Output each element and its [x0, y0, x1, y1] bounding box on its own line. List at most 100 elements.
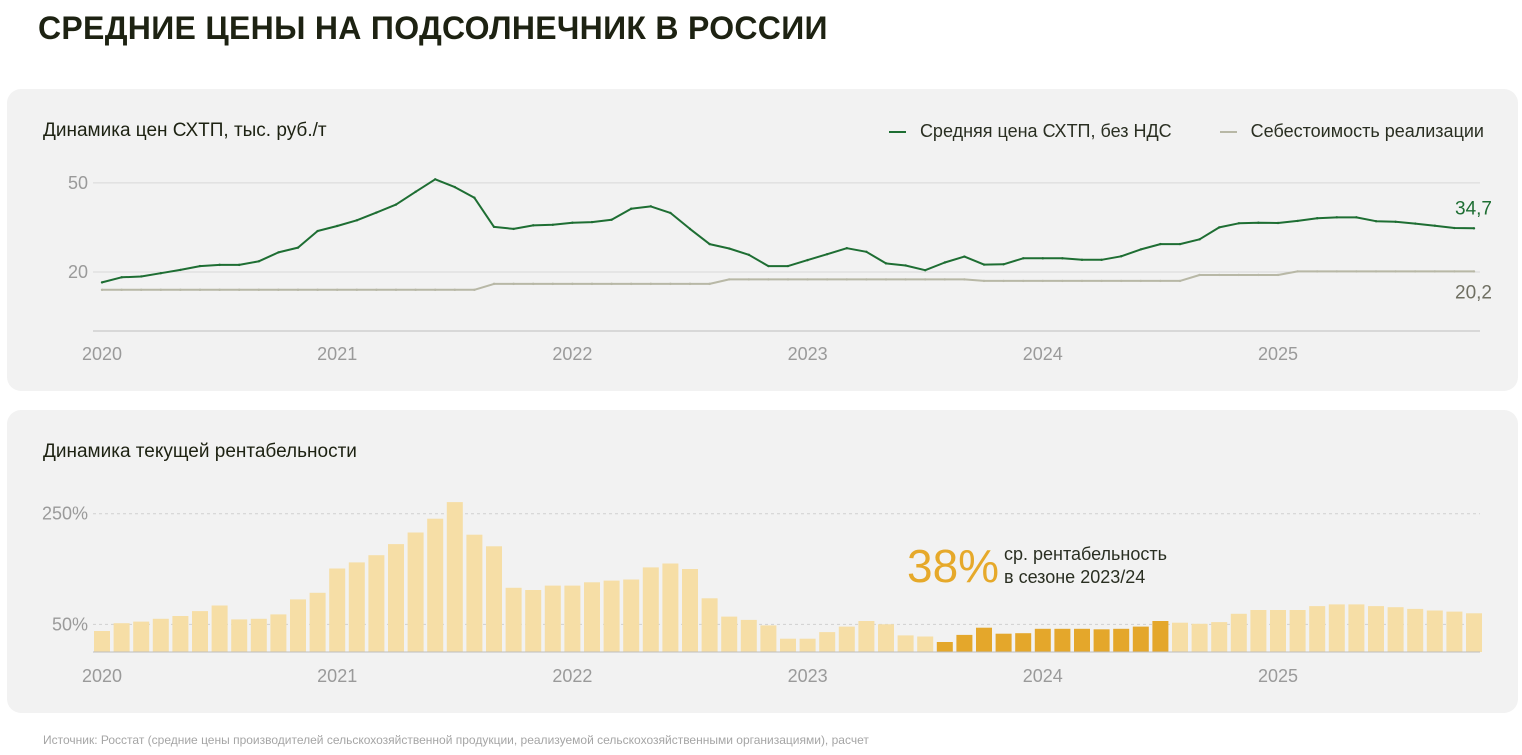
cost-data-point — [512, 282, 515, 286]
legend-swatch-cost — [1219, 130, 1237, 133]
legend-label-cost: Себестоимость реализации — [1250, 121, 1484, 141]
profit-bar-highlight — [1074, 628, 1090, 652]
cost-data-point — [1296, 270, 1299, 273]
cost-data-point — [826, 278, 829, 281]
profit-x-tick-label: 2025 — [1258, 666, 1298, 686]
price-x-tick-label: 2022 — [552, 344, 592, 364]
profit-bar — [427, 518, 444, 652]
price-data-point — [473, 196, 476, 199]
cost-data-point — [492, 282, 496, 286]
profit-callout-value: 38% — [907, 540, 999, 592]
profit-bar — [603, 580, 620, 652]
price-data-point — [140, 275, 143, 278]
cost-data-point — [806, 278, 809, 281]
cost-data-point — [1178, 279, 1182, 283]
price-data-point — [296, 246, 300, 249]
cost-data-point — [179, 288, 182, 292]
cost-data-point — [728, 278, 731, 281]
price-chart-panel: Динамика цен СХТП, тыс. руб./т Средняя ц… — [7, 89, 1518, 391]
profitability-chart-title: Динамика текущей рентабельности — [43, 441, 357, 462]
legend-item-cost: Себестоимость реализации — [1219, 121, 1484, 142]
cost-data-point — [453, 288, 456, 292]
cost-data-point — [1433, 270, 1437, 273]
price-data-point — [1061, 257, 1064, 260]
price-data-point — [649, 205, 652, 208]
price-data-point — [1374, 220, 1378, 223]
price-data-point — [238, 263, 241, 267]
price-data-point — [434, 178, 437, 181]
profit-bar — [682, 569, 698, 652]
cost-data-point — [1198, 273, 1201, 277]
cost-data-point — [708, 282, 711, 286]
profit-bar — [721, 616, 738, 652]
profit-bar — [1309, 606, 1326, 652]
cost-data-point — [610, 282, 613, 286]
cost-data-point — [1100, 279, 1103, 283]
legend-label-price: Средняя цена СХТП, без НДС — [919, 121, 1172, 141]
profit-callout-line1: ср. рентабельность — [1004, 544, 1167, 564]
price-data-point — [845, 247, 848, 250]
profit-y-tick-label: 50% — [52, 614, 88, 634]
profit-bar — [133, 621, 150, 652]
profit-bar — [858, 621, 875, 652]
price-data-point — [943, 261, 946, 264]
price-data-point — [924, 269, 927, 272]
cost-data-point — [884, 278, 888, 281]
price-data-point — [355, 219, 358, 222]
cost-data-point — [904, 278, 907, 281]
profit-bar — [446, 502, 463, 652]
cost-data-point — [1316, 270, 1319, 273]
profit-bar — [1446, 611, 1463, 652]
profit-bar — [878, 624, 894, 652]
profit-bar — [231, 619, 248, 652]
profit-bar — [1407, 608, 1424, 652]
cost-data-point — [669, 282, 672, 286]
price-data-point — [1433, 224, 1437, 227]
profit-bar — [1230, 613, 1247, 652]
cost-data-point — [1139, 279, 1143, 283]
profit-bar — [1172, 622, 1188, 652]
price-data-point — [1472, 227, 1476, 230]
cost-data-point — [296, 288, 300, 292]
price-chart-title-unit: , тыс. руб./т — [223, 120, 327, 141]
cost-data-point — [786, 278, 790, 281]
price-data-point — [453, 185, 456, 189]
cost-data-point — [630, 282, 633, 286]
profit-bar — [740, 619, 757, 652]
profit-bar — [1211, 622, 1228, 652]
cost-data-point — [924, 278, 927, 281]
profit-bar — [917, 636, 934, 652]
profit-bar — [897, 635, 914, 652]
cost-data-point — [1080, 279, 1084, 283]
cost-data-point — [120, 288, 123, 292]
price-x-tick-label: 2024 — [1023, 344, 1063, 364]
price-data-point — [1355, 216, 1358, 219]
cost-data-point — [394, 288, 398, 292]
price-data-point — [1414, 222, 1417, 225]
profit-bar — [172, 616, 189, 652]
price-data-point — [1394, 220, 1397, 224]
cost-data-point — [238, 288, 241, 292]
cost-end-label: 20,2 — [1455, 282, 1492, 303]
profit-bar — [525, 590, 542, 652]
price-y-tick-label: 20 — [68, 262, 88, 282]
price-data-point — [786, 264, 790, 268]
profit-bar — [564, 585, 581, 652]
price-data-point — [1198, 238, 1201, 241]
price-data-point — [100, 281, 104, 284]
profit-bar — [701, 598, 718, 652]
price-data-point — [688, 227, 692, 231]
cost-data-point — [257, 288, 260, 292]
price-data-point — [1218, 226, 1221, 229]
price-data-point — [532, 224, 535, 227]
price-data-point — [512, 227, 515, 231]
price-data-point — [826, 252, 829, 256]
profit-bar — [1348, 604, 1365, 652]
price-data-point — [277, 251, 280, 254]
cost-data-point — [355, 288, 358, 292]
cost-data-point — [1061, 279, 1064, 283]
price-data-point — [571, 221, 574, 224]
cost-data-point — [649, 282, 652, 286]
price-data-point — [1237, 222, 1241, 225]
